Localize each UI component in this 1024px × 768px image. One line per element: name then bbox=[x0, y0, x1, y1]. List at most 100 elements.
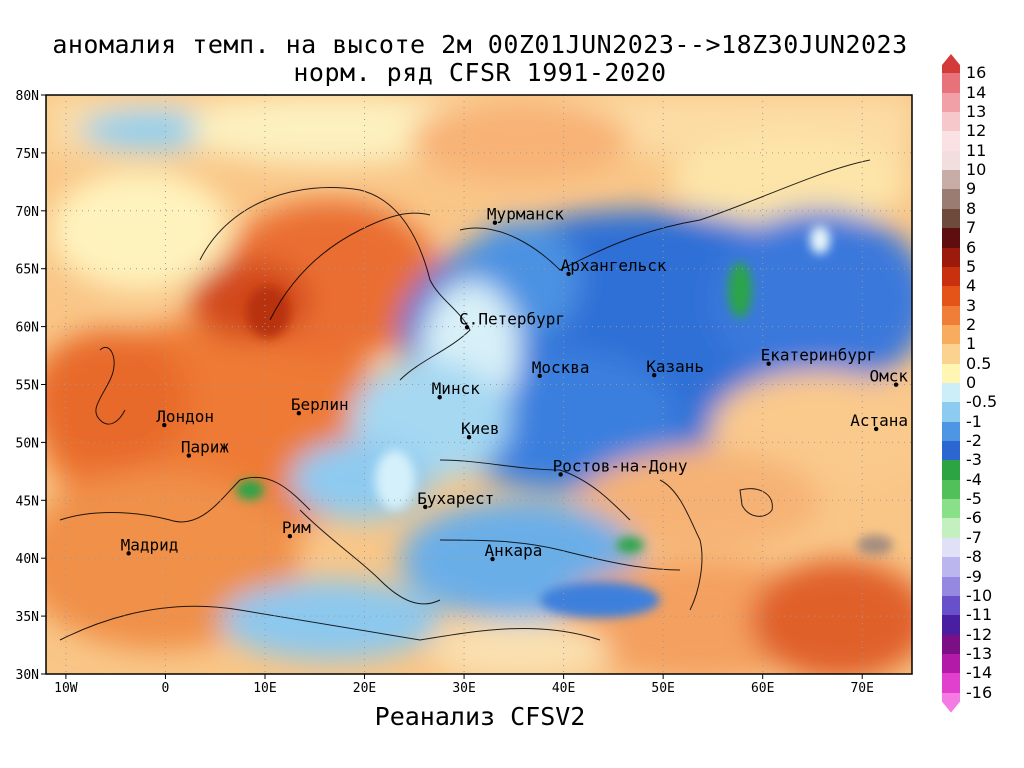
lat-tick-label: 40N bbox=[16, 552, 39, 567]
city-label-astana: Астана bbox=[850, 411, 908, 430]
city-label-minsk: Минск bbox=[432, 379, 481, 398]
city-label-kazan: Казань bbox=[646, 357, 704, 376]
legend-swatch bbox=[942, 518, 960, 539]
legend-swatch bbox=[942, 344, 960, 365]
legend-swatch bbox=[942, 576, 960, 597]
legend-label: 14 bbox=[966, 82, 987, 102]
chart-subtitle: норм. ряд CFSR 1991-2020 bbox=[293, 58, 667, 87]
legend-label: -9 bbox=[966, 566, 982, 586]
lon-tick-label: 0 bbox=[162, 681, 170, 696]
legend-label: 6 bbox=[966, 237, 977, 257]
lon-tick-label: 60E bbox=[751, 681, 774, 696]
city-marker-kyiv bbox=[466, 434, 472, 440]
legend-swatch bbox=[942, 170, 960, 191]
city-marker-madrid bbox=[126, 551, 131, 556]
legend-label: -5 bbox=[966, 489, 982, 509]
legend-swatch bbox=[942, 266, 960, 287]
legend-label: -14 bbox=[966, 663, 993, 683]
legend-label: 8 bbox=[966, 198, 977, 218]
city-marker-moscow bbox=[537, 373, 542, 379]
legend-swatch bbox=[942, 92, 960, 113]
city-label-ankara: Анкара bbox=[485, 541, 543, 560]
city-label-rome: Рим bbox=[282, 518, 311, 537]
legend-swatch bbox=[942, 247, 960, 268]
legend-label: 3 bbox=[966, 295, 977, 315]
city-marker-london bbox=[162, 422, 167, 428]
lat-tick-label: 50N bbox=[16, 436, 39, 451]
city-marker-arkhangelsk bbox=[566, 271, 571, 277]
legend-label: -7 bbox=[966, 527, 982, 547]
legend-swatch bbox=[942, 54, 960, 74]
lat-tick-label: 70N bbox=[16, 205, 39, 220]
city-label-madrid: Мадрид bbox=[121, 535, 179, 554]
city-marker-astana bbox=[873, 426, 879, 432]
legend-label: 0.5 bbox=[966, 353, 992, 373]
legend-swatch bbox=[942, 673, 960, 694]
lat-tick-label: 75N bbox=[16, 147, 39, 162]
legend-label: -3 bbox=[966, 450, 982, 470]
city-marker-minsk bbox=[437, 395, 442, 400]
legend-swatch bbox=[942, 615, 960, 636]
legend-label: -0.5 bbox=[966, 392, 998, 412]
legend-swatch bbox=[942, 692, 960, 713]
legend-label: -11 bbox=[966, 605, 993, 625]
legend-swatch bbox=[942, 653, 960, 674]
legend-swatch bbox=[942, 112, 960, 132]
legend-label: -16 bbox=[966, 682, 993, 702]
city-label-murmansk: Мурманск bbox=[487, 205, 564, 224]
city-label-arkhangelsk: Архангельск bbox=[561, 256, 667, 275]
lon-tick-label: 70E bbox=[850, 681, 873, 696]
city-label-berlin: Берлин bbox=[291, 395, 349, 414]
city-marker-murmansk bbox=[492, 220, 498, 225]
anomaly-field bbox=[46, 95, 912, 674]
lon-tick-label: 10W bbox=[54, 681, 78, 696]
legend-swatch bbox=[942, 537, 960, 558]
city-marker-paris bbox=[186, 453, 192, 458]
legend-swatch bbox=[942, 189, 960, 210]
legend-label: 10 bbox=[966, 160, 987, 180]
legend-swatch bbox=[942, 324, 960, 345]
axis-labels: 80N 75N 70N 65N 60N 55N 50N 45N 40N 35N 30N 10W 0 10E… bbox=[16, 89, 874, 696]
lat-tick-label: 60N bbox=[16, 321, 39, 336]
legend-label: 5 bbox=[966, 256, 977, 276]
lon-tick-label: 40E bbox=[552, 681, 575, 696]
legend-label: 0 bbox=[966, 373, 977, 392]
city-label-kyiv: Киев bbox=[461, 419, 500, 438]
legend-swatch bbox=[942, 228, 960, 249]
city-marker-ankara bbox=[490, 556, 495, 562]
city-marker-berlin bbox=[296, 411, 302, 416]
city-marker-yekaterinburg bbox=[766, 361, 771, 366]
city-marker-bucharest bbox=[423, 504, 428, 510]
city-marker-omsk bbox=[893, 382, 899, 387]
anomaly-map: 80N 75N 70N 65N 60N 55N 50N 45N 40N 35N 30N 10W 0 10E… bbox=[16, 89, 913, 696]
legend-swatch bbox=[942, 286, 960, 307]
legend-label: 12 bbox=[966, 121, 987, 141]
lat-tick-label: 45N bbox=[16, 494, 39, 509]
legend-swatch bbox=[942, 383, 960, 403]
legend-swatch bbox=[942, 499, 960, 520]
legend-swatch bbox=[942, 634, 960, 655]
legend-swatch bbox=[942, 208, 960, 229]
legend-label: -13 bbox=[966, 643, 993, 663]
legend-label: -4 bbox=[966, 469, 982, 489]
legend-swatch bbox=[942, 73, 960, 94]
lon-tick-label: 20E bbox=[353, 681, 376, 696]
legend-swatch bbox=[942, 595, 960, 616]
color-legend: 16 14 13 12 11 10 9 8 7 6 5 4 3 2 1 0.5 0 -0.5 -1 -2 -3 -4 -5-… bbox=[938, 44, 1024, 724]
city-marker-kazan bbox=[651, 373, 657, 378]
city-label-rostov: Ростов-на-Дону bbox=[553, 456, 688, 475]
lat-tick-label: 35N bbox=[16, 610, 39, 625]
city-label-bucharest: Бухарест bbox=[417, 489, 494, 508]
legend-label: 2 bbox=[966, 314, 977, 334]
city-labels: Мурманск Архангельск С.Петербург Москва Каза… bbox=[121, 205, 908, 562]
legend-label: 4 bbox=[966, 276, 977, 296]
city-label-paris: Париж bbox=[181, 438, 230, 457]
legend-label: -2 bbox=[966, 431, 982, 451]
legend-label: -6 bbox=[966, 508, 982, 528]
legend-label: 11 bbox=[966, 140, 987, 160]
lon-tick-label: 10E bbox=[253, 681, 276, 696]
city-label-london: Лондон bbox=[156, 407, 214, 426]
graticule bbox=[46, 95, 912, 674]
legend-label: -8 bbox=[966, 547, 982, 567]
legend-label: 16 bbox=[966, 63, 987, 83]
